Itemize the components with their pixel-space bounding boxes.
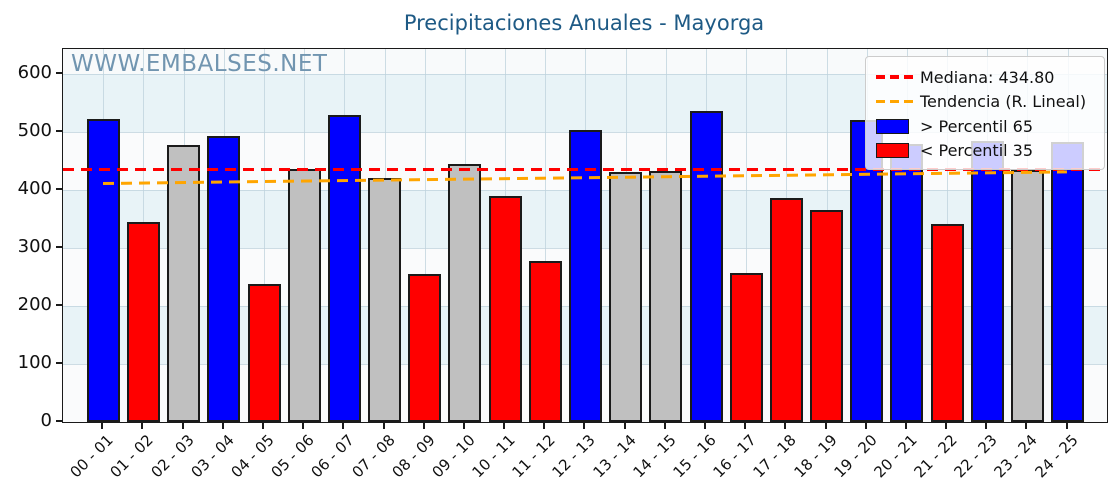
x-tick-mark [1065, 423, 1068, 429]
legend-row-trend: Tendencia (R. Lineal) [876, 90, 1094, 114]
y-tick-label: 300 [17, 235, 52, 257]
x-tick-mark [744, 423, 747, 429]
x-tick-mark [663, 423, 666, 429]
bar-10-11 [488, 196, 522, 422]
x-tick-mark [382, 423, 385, 429]
x-tick-mark [945, 423, 948, 429]
x-tick-mark [503, 423, 506, 429]
legend-median-label: Mediana: 434.80 [920, 67, 1055, 87]
vgridline [545, 49, 547, 422]
legend-row-above: > Percentil 65 [876, 114, 1094, 138]
bar-23-24 [1010, 169, 1044, 422]
below-percentile-swatch-icon [876, 143, 920, 159]
legend-row-below: < Percentil 35 [876, 139, 1094, 163]
watermark-text: WWW.EMBALSES.NET [71, 51, 328, 77]
plot-area: WWW.EMBALSES.NET Mediana: 434.80 Tendenc… [62, 48, 1108, 423]
x-tick-mark [1025, 423, 1028, 429]
y-tick-mark [56, 303, 62, 306]
y-tick-label: 200 [17, 293, 52, 315]
bar-15-16 [689, 111, 723, 422]
legend-below-label: < Percentil 35 [920, 141, 1034, 161]
y-tick-mark [56, 361, 62, 364]
y-tick-label: 100 [17, 351, 52, 373]
y-tick-mark [56, 420, 62, 422]
bar-24-25 [1051, 141, 1085, 422]
bar-02-03 [167, 145, 201, 422]
x-tick-mark [101, 423, 104, 429]
legend-trend-label: Tendencia (R. Lineal) [920, 92, 1087, 112]
x-tick-mark [864, 423, 867, 429]
x-tick-mark [262, 423, 265, 429]
bar-01-02 [126, 221, 160, 422]
bar-08-09 [408, 274, 442, 422]
median-line [63, 168, 1107, 172]
legend-row-median: Mediana: 434.80 [876, 65, 1094, 89]
x-tick-mark [824, 423, 827, 429]
chart-title: Precipitaciones Anuales - Mayorga [403, 11, 765, 35]
y-tick-mark [56, 187, 62, 190]
y-tick-label: 0 [40, 410, 52, 431]
x-tick-mark [784, 423, 787, 429]
bar-18-19 [810, 210, 844, 422]
x-tick-mark [543, 423, 546, 429]
y-tick-mark [56, 245, 62, 248]
bar-11-12 [528, 261, 562, 422]
bar-22-23 [970, 140, 1004, 422]
bar-05-06 [287, 168, 321, 422]
x-tick-mark [422, 423, 425, 429]
vgridline [424, 49, 426, 422]
bar-06-07 [327, 114, 361, 422]
bar-20-21 [890, 143, 924, 422]
trend-dash-icon [876, 99, 920, 104]
bar-16-17 [729, 272, 763, 422]
x-tick-mark [623, 423, 626, 429]
bar-14-15 [649, 171, 683, 422]
hgridline [63, 73, 1107, 75]
y-tick-label: 400 [17, 177, 52, 199]
y-tick-mark [56, 129, 62, 132]
bar-03-04 [207, 136, 241, 422]
x-tick-mark [583, 423, 586, 429]
x-tick-mark [181, 423, 184, 429]
above-percentile-swatch-icon [876, 118, 920, 134]
y-tick-mark [56, 71, 62, 74]
x-tick-mark [904, 423, 907, 429]
bar-00-01 [86, 119, 120, 422]
x-tick-mark [141, 423, 144, 429]
vgridline [746, 49, 748, 422]
legend: Mediana: 434.80 Tendencia (R. Lineal) > … [865, 56, 1105, 170]
y-tick-label: 600 [17, 61, 52, 83]
x-tick-mark [302, 423, 305, 429]
median-dash-icon [876, 75, 920, 79]
vgridline [264, 49, 266, 422]
x-tick-mark [985, 423, 988, 429]
bar-09-10 [448, 163, 482, 422]
x-tick-mark [704, 423, 706, 429]
y-tick-label: 500 [17, 119, 52, 141]
legend-above-label: > Percentil 65 [920, 116, 1034, 136]
bar-12-13 [568, 130, 602, 422]
bar-04-05 [247, 283, 281, 422]
x-tick-mark [221, 423, 224, 429]
x-tick-mark [462, 423, 465, 429]
bar-07-08 [368, 178, 402, 422]
bar-21-22 [930, 224, 964, 422]
bar-17-18 [769, 198, 803, 422]
bar-13-14 [609, 171, 643, 422]
x-tick-mark [342, 423, 345, 429]
